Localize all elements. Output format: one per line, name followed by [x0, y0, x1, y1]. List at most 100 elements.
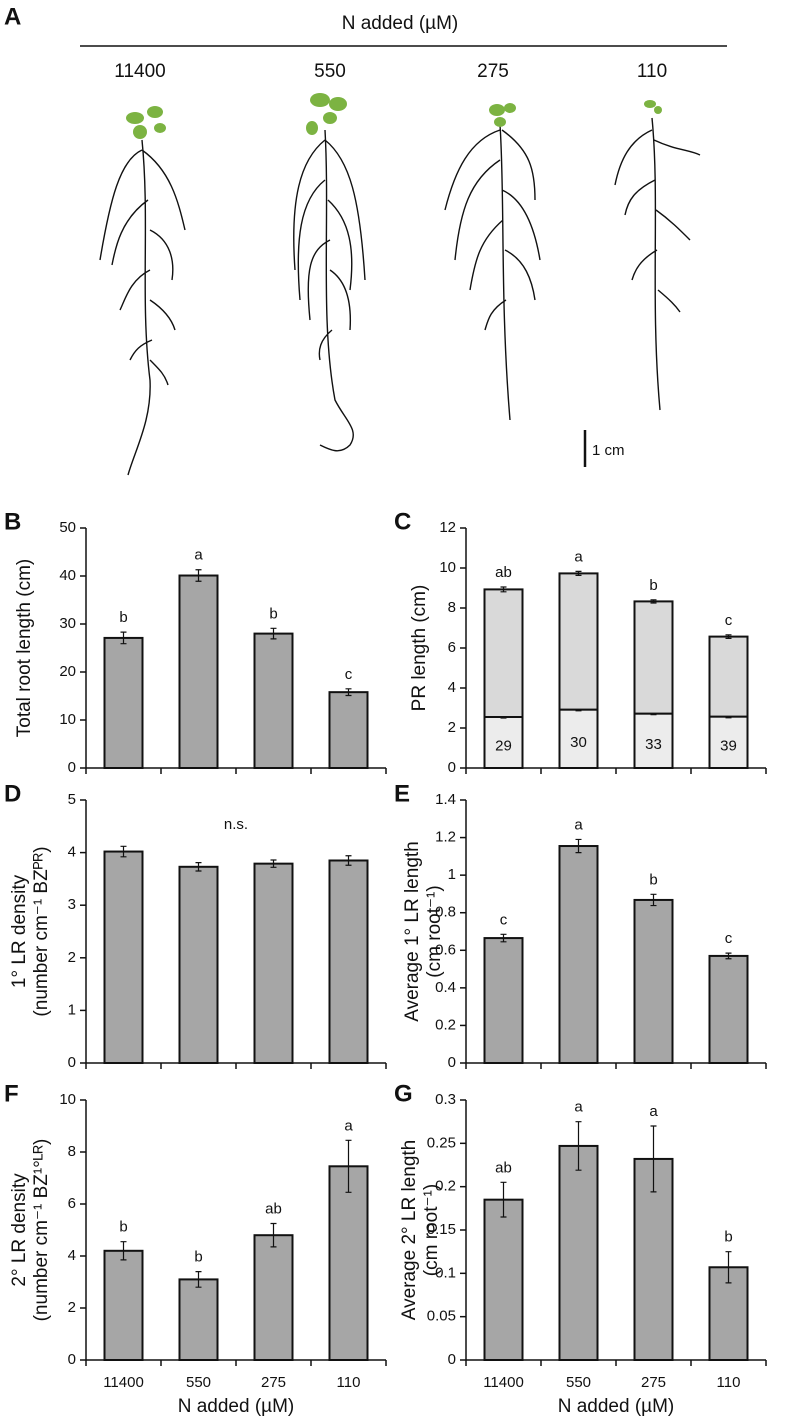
y-tick-label: 1.2: [435, 829, 456, 846]
panel-label: D: [4, 780, 21, 807]
y-axis-label: Average 2° LR length: [399, 1140, 420, 1320]
significance-letter: c: [345, 666, 353, 683]
y-tick-label: 1: [68, 1001, 76, 1018]
y-axis-label: (number cm⁻¹ BZᴾᴿ): [31, 846, 52, 1016]
y-tick-label: 0: [68, 759, 76, 776]
y-tick-label: 0.6: [435, 941, 456, 958]
y-tick-label: 0.8: [435, 904, 456, 921]
y-tick-label: 0: [448, 759, 456, 776]
significance-letter: ab: [265, 1200, 282, 1217]
error-bar: [725, 952, 732, 960]
error-bar: [500, 1181, 507, 1218]
bar: [558, 1144, 599, 1362]
error-bar: [650, 1125, 657, 1193]
y-tick-label: 0.3: [435, 1091, 456, 1108]
y-tick-label: 0: [448, 1351, 456, 1368]
panel-label: B: [4, 508, 21, 535]
segment-label: 30: [570, 734, 587, 751]
error-bar: [345, 1139, 352, 1193]
bar-segment: [633, 712, 674, 769]
error-bar: [270, 859, 277, 868]
x-tick-label: 110: [717, 1374, 741, 1391]
error-bar: [195, 1271, 202, 1288]
bar: [483, 1198, 524, 1361]
y-tick-label: 0.05: [427, 1308, 456, 1325]
y-tick-label: 4: [448, 679, 456, 696]
bar: [178, 1278, 219, 1362]
y-tick-label: 0.4: [435, 979, 456, 996]
bar: [483, 937, 524, 1065]
y-tick-label: 4: [68, 844, 76, 861]
treatment-label: 11400: [114, 61, 165, 82]
bar: [328, 859, 369, 1064]
treatment-label: 275: [477, 61, 509, 82]
error-bar: [650, 893, 657, 907]
significance-letter: ab: [495, 564, 512, 581]
bar: [178, 574, 219, 770]
error-bar: [270, 1222, 277, 1248]
bar: [253, 862, 294, 1064]
y-axis-label: Total root length (cm): [14, 559, 35, 737]
error-bar: [575, 838, 582, 854]
error-bar: [725, 1251, 732, 1284]
significance-letter: a: [194, 547, 203, 564]
significance-letter: c: [725, 612, 733, 629]
y-tick-label: 0: [68, 1054, 76, 1071]
y-tick-label: 10: [59, 711, 76, 728]
y-tick-label: 40: [59, 567, 76, 584]
error-bar: [120, 845, 127, 858]
error-bar: [195, 861, 202, 872]
treatment-title: N added (µM): [342, 13, 459, 34]
segment-label: 29: [495, 737, 512, 754]
x-tick-label: 550: [186, 1374, 211, 1391]
error-bar: [500, 933, 507, 943]
bar: [708, 954, 749, 1065]
y-axis-label: (cm root⁻¹): [424, 885, 445, 977]
significance-letter: b: [119, 609, 127, 626]
error-bar: [345, 688, 352, 697]
bar-segment: [558, 572, 599, 711]
x-tick-label: 275: [261, 1374, 286, 1391]
bar: [103, 850, 144, 1064]
annotation: n.s.: [224, 816, 248, 833]
significance-letter: b: [649, 577, 657, 594]
bar: [558, 845, 599, 1065]
bar: [103, 636, 144, 769]
y-tick-label: 0.15: [427, 1221, 456, 1238]
panel-label: E: [394, 780, 410, 807]
y-tick-label: 4: [68, 1247, 76, 1264]
error-bar: [120, 631, 127, 645]
x-tick-label: 11400: [483, 1374, 524, 1391]
error-bar: [575, 1121, 582, 1171]
y-tick-label: 2: [448, 719, 456, 736]
bar: [253, 632, 294, 769]
significance-letter: b: [269, 605, 277, 622]
y-axis-label: 1° LR density: [9, 874, 30, 988]
y-tick-label: 10: [439, 559, 456, 576]
segment-label: 33: [645, 736, 662, 753]
y-tick-label: 50: [59, 519, 76, 536]
error-bar: [270, 627, 277, 640]
y-axis-label: PR length (cm): [409, 585, 430, 712]
significance-letter: a: [574, 548, 583, 565]
y-tick-label: 0: [68, 1351, 76, 1368]
y-tick-label: 6: [448, 639, 456, 656]
y-tick-label: 8: [448, 599, 456, 616]
x-axis-label: N added (µM): [178, 1396, 295, 1417]
significance-letter: c: [725, 930, 733, 947]
error-bar: [650, 599, 657, 604]
y-tick-label: 1.4: [435, 791, 456, 808]
significance-letter: b: [649, 871, 657, 888]
bar-segment: [483, 588, 524, 719]
y-tick-label: 8: [68, 1143, 76, 1160]
significance-letter: b: [194, 1249, 202, 1266]
error-bar: [120, 1241, 127, 1261]
y-axis-label: Average 1° LR length: [402, 841, 423, 1021]
bar-segment: [633, 600, 674, 715]
error-bar: [500, 586, 507, 593]
bar: [178, 865, 219, 1064]
bar-segment: [708, 635, 749, 718]
y-tick-label: 6: [68, 1195, 76, 1212]
treatment-label: 110: [637, 61, 667, 82]
panel-label: A: [4, 3, 21, 30]
